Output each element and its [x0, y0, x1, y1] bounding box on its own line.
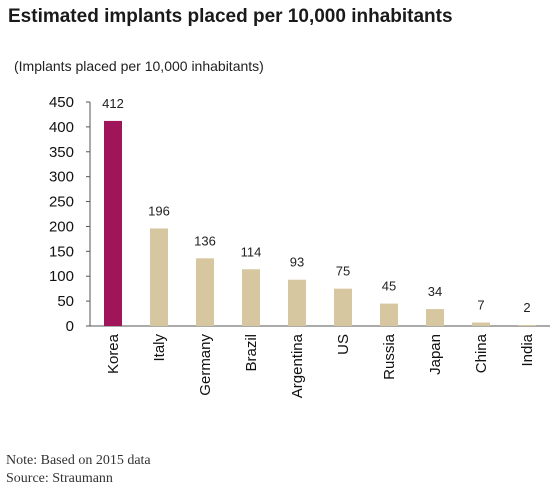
y-tick-label: 0 [66, 318, 74, 335]
bar-korea [104, 120, 122, 326]
data-label: 2 [523, 300, 530, 315]
x-tick-label: Germany [197, 334, 214, 396]
chart-bars [104, 120, 536, 326]
footnote: Note: Based on 2015 data [6, 453, 151, 468]
bar-china [472, 322, 490, 326]
y-tick-label: 200 [49, 218, 74, 235]
bar-italy [150, 228, 168, 326]
bar-russia [380, 303, 398, 326]
y-axis-label: (Implants placed per 10,000 inhabitants) [14, 58, 264, 74]
data-label: 412 [102, 96, 124, 111]
bar-argentina [288, 279, 306, 326]
bar-india [518, 325, 536, 326]
data-label: 45 [382, 279, 396, 294]
bar-germany [196, 258, 214, 326]
x-tick-label: China [473, 333, 490, 373]
x-tick-label: US [335, 334, 352, 355]
x-tick-label: India [519, 333, 536, 366]
data-label: 136 [194, 233, 216, 248]
y-tick-label: 50 [57, 293, 74, 310]
data-label: 75 [336, 264, 350, 279]
data-label: 34 [428, 284, 442, 299]
y-tick-label: 250 [49, 194, 74, 211]
data-label: 7 [477, 298, 484, 313]
y-tick-label: 100 [49, 268, 74, 285]
chart-title: Estimated implants placed per 10,000 inh… [8, 6, 453, 27]
x-tick-label: Russia [381, 333, 398, 380]
x-tick-label: Argentina [289, 333, 306, 398]
x-tick-label: Brazil [243, 334, 260, 372]
y-tick-label: 300 [49, 169, 74, 186]
data-label: 196 [148, 203, 170, 218]
y-tick-label: 150 [49, 243, 74, 260]
y-tick-label: 350 [49, 144, 74, 161]
bar-us [334, 288, 352, 326]
bar-brazil [242, 269, 260, 326]
source-note: Source: Straumann [6, 471, 113, 486]
data-label: 93 [290, 255, 304, 270]
bar-japan [426, 309, 444, 326]
x-tick-label: Japan [427, 334, 444, 375]
y-tick-label: 400 [49, 119, 74, 136]
x-tick-label: Korea [105, 333, 122, 374]
data-label: 114 [241, 244, 262, 259]
x-tick-label: Italy [151, 334, 168, 362]
chart-labels: 412 Korea 196 Italy 136 Germany 114 Brazil 93 Arg… [102, 96, 536, 398]
y-tick-label: 450 [49, 94, 74, 111]
